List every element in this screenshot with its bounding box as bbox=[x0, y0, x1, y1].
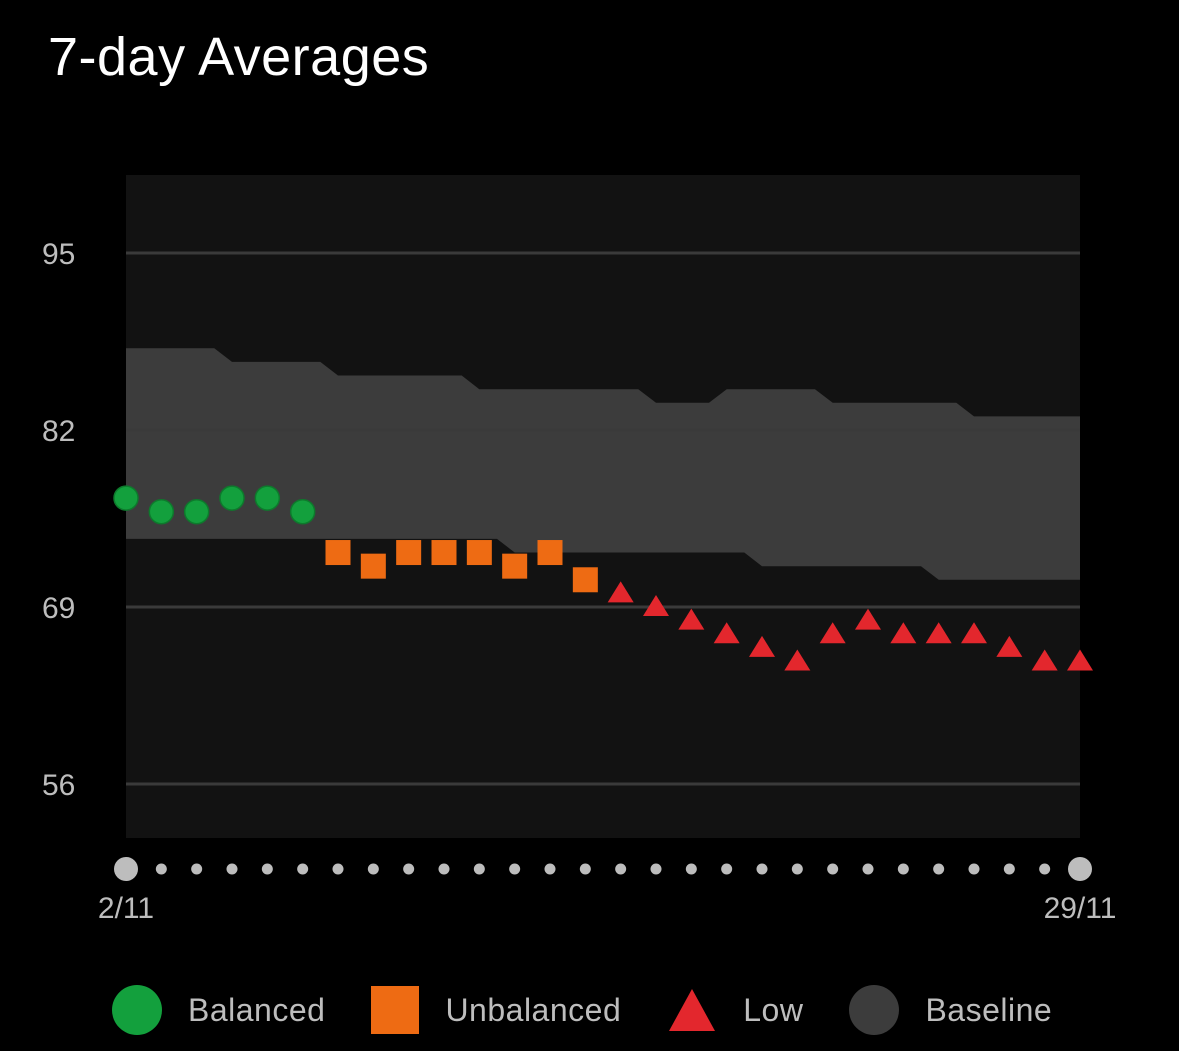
low-point bbox=[925, 622, 952, 644]
day-marker bbox=[473, 863, 485, 875]
day-marker bbox=[297, 863, 309, 875]
day-marker bbox=[685, 863, 697, 875]
legend-item-unbalanced: Unbalanced bbox=[371, 986, 621, 1034]
day-marker bbox=[968, 863, 980, 875]
day-marker bbox=[191, 863, 203, 875]
low-swatch-icon bbox=[669, 989, 716, 1031]
low-point bbox=[713, 622, 740, 644]
day-marker bbox=[226, 863, 238, 875]
legend-item-low: Low bbox=[667, 987, 803, 1033]
low-point bbox=[819, 622, 846, 644]
balanced-point bbox=[219, 485, 245, 511]
day-marker-end bbox=[114, 857, 138, 881]
chart-title: 7-day Averages bbox=[48, 27, 430, 87]
day-marker bbox=[261, 863, 273, 875]
day-marker bbox=[615, 863, 627, 875]
y-tick-label: 82 bbox=[42, 415, 75, 448]
y-tick-label: 95 bbox=[42, 238, 75, 271]
balanced-swatch-icon bbox=[112, 985, 162, 1035]
unbalanced-point bbox=[431, 540, 457, 566]
low-point bbox=[1067, 649, 1093, 671]
low-point bbox=[749, 635, 775, 657]
baseline-band bbox=[126, 348, 1080, 580]
day-marker bbox=[367, 863, 379, 875]
balanced-point bbox=[148, 498, 175, 525]
low-point bbox=[890, 622, 917, 644]
legend-item-baseline: Baseline bbox=[849, 985, 1052, 1035]
unbalanced-point bbox=[572, 567, 598, 593]
balanced-point bbox=[113, 485, 139, 511]
x-label-start: 2/11 bbox=[98, 892, 154, 925]
low-point bbox=[996, 635, 1023, 657]
y-tick-label: 56 bbox=[42, 769, 75, 802]
day-marker bbox=[650, 863, 662, 875]
balanced-point bbox=[183, 498, 210, 525]
unbalanced-point bbox=[537, 540, 563, 566]
day-marker bbox=[544, 863, 556, 875]
legend-label: Balanced bbox=[188, 991, 326, 1028]
day-marker bbox=[438, 863, 450, 875]
y-tick-label: 69 bbox=[42, 592, 75, 625]
low-point bbox=[961, 622, 987, 644]
day-marker bbox=[1039, 863, 1051, 875]
low-point bbox=[678, 608, 705, 630]
day-marker bbox=[1003, 863, 1015, 875]
day-marker bbox=[332, 863, 344, 875]
day-marker bbox=[721, 863, 733, 875]
baseline-swatch-icon bbox=[849, 985, 900, 1035]
legend: Balanced Unbalanced Low Baseline bbox=[112, 985, 1052, 1035]
day-marker bbox=[756, 863, 768, 875]
legend-label: Low bbox=[743, 991, 804, 1028]
day-marker-end bbox=[1068, 857, 1092, 881]
legend-label: Baseline bbox=[925, 991, 1053, 1028]
low-point bbox=[784, 649, 811, 671]
unbalanced-point bbox=[466, 540, 492, 566]
low-point bbox=[1031, 649, 1058, 671]
low-point bbox=[855, 608, 881, 630]
balanced-point bbox=[254, 485, 281, 511]
low-point bbox=[643, 595, 669, 616]
day-marker bbox=[897, 863, 909, 875]
day-marker bbox=[509, 863, 521, 875]
legend-label: Unbalanced bbox=[445, 991, 622, 1028]
low-point bbox=[607, 581, 634, 603]
unbalanced-point bbox=[325, 540, 351, 566]
unbalanced-point bbox=[360, 553, 386, 579]
unbalanced-swatch-icon bbox=[371, 986, 420, 1034]
legend-item-balanced: Balanced bbox=[112, 985, 325, 1035]
unbalanced-point bbox=[396, 540, 422, 566]
day-marker bbox=[403, 863, 415, 875]
unbalanced-point bbox=[502, 553, 528, 579]
balanced-point bbox=[289, 498, 316, 525]
day-marker bbox=[827, 863, 839, 875]
day-marker bbox=[933, 863, 945, 875]
day-marker bbox=[155, 863, 167, 875]
day-marker bbox=[862, 863, 874, 875]
day-marker bbox=[579, 863, 591, 875]
x-label-end: 29/11 bbox=[1044, 892, 1117, 925]
day-marker bbox=[791, 863, 803, 875]
